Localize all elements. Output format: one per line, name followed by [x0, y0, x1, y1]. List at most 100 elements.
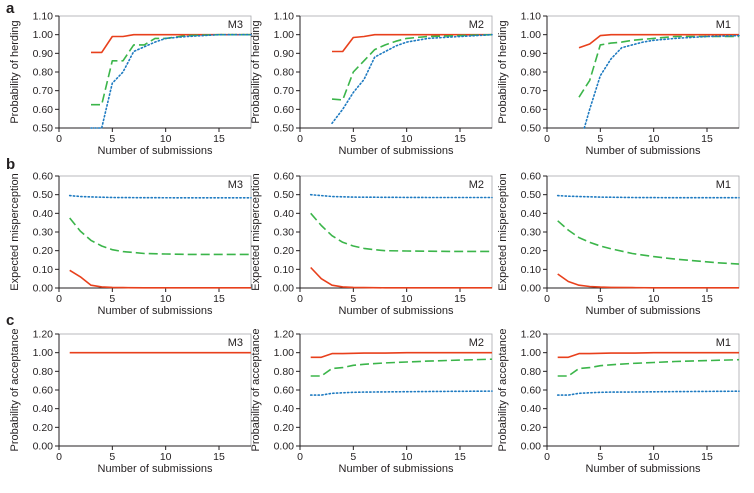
y-tick-label: 0.00	[33, 283, 54, 295]
model-label: M2	[469, 337, 484, 349]
y-tick-label: 1.00	[33, 347, 54, 359]
series-line-blue-dotted	[309, 390, 493, 396]
plot-frame	[546, 15, 740, 129]
y-axis-label: Expected misperception	[497, 173, 509, 290]
y-tick-label: 1.20	[274, 329, 295, 341]
y-tick-label: 0.10	[521, 264, 542, 276]
y-tick-label: 0.70	[274, 85, 295, 97]
plot-frame	[299, 333, 493, 447]
y-axis-label: Probability of acceptance	[9, 329, 21, 452]
y-tick-label: 0.50	[33, 123, 54, 135]
x-tick-label: 0	[544, 451, 550, 463]
series-line-blue-dotted	[556, 194, 740, 199]
x-tick-label: 5	[109, 293, 115, 305]
y-tick-label: 0.60	[521, 385, 542, 397]
y-tick-label: 0.60	[274, 104, 295, 116]
series-line-blue-dotted	[583, 34, 740, 129]
model-label: M3	[228, 179, 243, 191]
x-axis-label: Number of submissions	[98, 305, 213, 317]
model-label: M2	[469, 179, 484, 191]
y-tick-label: 0.40	[33, 403, 54, 415]
y-tick-label: 0.40	[33, 208, 54, 220]
y-tick-label: 0.60	[33, 171, 54, 183]
chart-panel: 0.50 0.60 0.70 0.80 0.90 1.00 1.10 0 5 10 15Number…	[497, 11, 740, 157]
y-tick-label: 0.30	[274, 227, 295, 239]
y-tick-label: 0.40	[521, 403, 542, 415]
x-tick-label: 0	[544, 293, 550, 305]
charts-grid: 0.500.600.700.800.901.001.100 5 10 15Number…	[9, 11, 740, 475]
series-line-green-dashed	[557, 358, 740, 377]
x-tick-label: 15	[454, 293, 466, 305]
y-tick-label: 0.10	[33, 264, 54, 276]
series-line-blue-dotted	[556, 390, 740, 396]
x-axis-label: Number of submissions	[586, 145, 701, 157]
x-tick-label: 5	[109, 451, 115, 463]
y-tick-label: 1.00	[521, 347, 542, 359]
series-line-red-solid	[332, 33, 492, 53]
x-tick-label: 10	[648, 293, 660, 305]
y-tick-label: 0.00	[521, 283, 542, 295]
model-label: M1	[716, 337, 731, 349]
y-tick-label: 0.50	[521, 189, 542, 201]
y-tick-label: 0.60	[33, 385, 54, 397]
y-tick-label: 1.00	[274, 347, 295, 359]
y-tick-label: 0.50	[33, 189, 54, 201]
y-axis-label: Expected misperception	[9, 173, 21, 290]
y-tick-label: 0.60	[33, 104, 54, 116]
y-tick-label: 0.50	[274, 189, 295, 201]
y-tick-label: 0.40	[521, 208, 542, 220]
x-tick-label: 5	[597, 133, 603, 145]
model-label: M1	[716, 19, 731, 31]
y-tick-label: 0.20	[33, 422, 54, 434]
series-line-blue-dotted	[90, 33, 252, 129]
y-tick-label: 0.70	[521, 85, 542, 97]
panel-letters: a b c	[6, 0, 15, 329]
x-tick-label: 15	[213, 451, 225, 463]
y-axis-label: Probability of herding	[250, 20, 262, 123]
x-tick-label: 15	[213, 293, 225, 305]
x-tick-label: 0	[297, 451, 303, 463]
chart-panel: 0.50 0.60 0.70 0.80 0.90 1.00 1.10 0 5 10 15Number…	[9, 11, 252, 157]
x-tick-label: 10	[160, 293, 172, 305]
y-tick-label: 0.30	[33, 227, 54, 239]
series-line-green-dashed	[331, 33, 493, 101]
chart-panel: 0.00 0.20 0.40 0.60 0.80 1.00 1.20 0 5 10 15Number…	[497, 329, 740, 475]
model-label: M1	[716, 179, 731, 191]
y-tick-label: 0.50	[274, 123, 295, 135]
y-tick-label: 1.10	[274, 11, 295, 23]
chart-panel: 0.00 0.20 0.40 0.60 0.80 1.00 1.20 0 5 10 15Number…	[9, 329, 252, 475]
series-line-green-dashed	[310, 358, 493, 377]
x-tick-label: 5	[350, 451, 356, 463]
y-tick-label: 0.20	[33, 245, 54, 257]
x-tick-label: 10	[648, 133, 660, 145]
y-tick-label: 0.90	[521, 48, 542, 60]
y-tick-label: 0.80	[521, 67, 542, 79]
x-tick-label: 0	[544, 133, 550, 145]
series-line-red-solid	[557, 351, 739, 359]
x-tick-label: 0	[56, 133, 62, 145]
x-tick-label: 15	[701, 293, 713, 305]
x-tick-label: 5	[350, 293, 356, 305]
plot-frame	[546, 333, 740, 447]
series-line-green-dashed	[69, 217, 251, 256]
x-tick-label: 15	[454, 133, 466, 145]
y-axis-label: Probability of herding	[497, 20, 509, 123]
y-tick-label: 1.00	[33, 29, 54, 41]
y-tick-label: 0.00	[274, 283, 295, 295]
x-axis-label: Number of submissions	[339, 145, 454, 157]
panel-letter-a: a	[6, 0, 15, 17]
y-tick-label: 0.80	[274, 366, 295, 378]
y-axis-label: Probability of acceptance	[250, 329, 262, 452]
x-tick-label: 15	[701, 133, 713, 145]
x-axis-label: Number of submissions	[586, 463, 701, 475]
x-tick-label: 10	[648, 451, 660, 463]
y-axis-label: Probability of acceptance	[497, 329, 509, 452]
x-tick-label: 10	[401, 133, 413, 145]
series-line-red-solid	[557, 273, 739, 289]
series-line-red-solid	[578, 33, 739, 49]
y-tick-label: 0.40	[274, 403, 295, 415]
series-line-green-dashed	[578, 35, 739, 98]
x-tick-label: 10	[160, 133, 172, 145]
y-tick-label: 0.60	[521, 104, 542, 116]
y-tick-label: 1.10	[33, 11, 54, 23]
